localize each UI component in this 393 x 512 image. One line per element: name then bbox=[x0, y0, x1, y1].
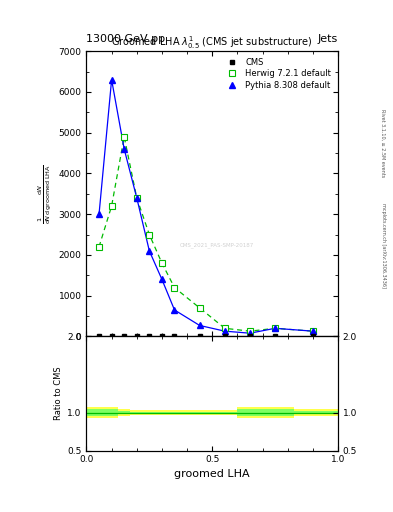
Herwig 7.2.1 default bbox=[172, 285, 177, 291]
Text: mcplots.cern.ch [arXiv:1306.3436]: mcplots.cern.ch [arXiv:1306.3436] bbox=[381, 203, 386, 288]
Herwig 7.2.1 default bbox=[122, 134, 127, 140]
Pythia 8.308 default bbox=[310, 328, 315, 334]
Legend: CMS, Herwig 7.2.1 default, Pythia 8.308 default: CMS, Herwig 7.2.1 default, Pythia 8.308 … bbox=[219, 55, 334, 92]
CMS bbox=[310, 333, 315, 339]
Text: CMS_2021_PAS-SMP-20187: CMS_2021_PAS-SMP-20187 bbox=[180, 242, 254, 248]
Text: Rivet 3.1.10, ≥ 2.5M events: Rivet 3.1.10, ≥ 2.5M events bbox=[381, 109, 386, 178]
Pythia 8.308 default bbox=[97, 211, 101, 217]
Herwig 7.2.1 default bbox=[147, 231, 152, 238]
Pythia 8.308 default bbox=[109, 77, 114, 83]
CMS bbox=[172, 333, 177, 339]
Pythia 8.308 default bbox=[134, 195, 139, 201]
Line: CMS: CMS bbox=[97, 334, 315, 338]
Pythia 8.308 default bbox=[197, 323, 202, 329]
Pythia 8.308 default bbox=[147, 248, 152, 254]
Herwig 7.2.1 default bbox=[310, 328, 315, 334]
Pythia 8.308 default bbox=[273, 325, 277, 331]
Pythia 8.308 default bbox=[160, 276, 164, 283]
CMS bbox=[197, 333, 202, 339]
CMS bbox=[273, 333, 277, 339]
Pythia 8.308 default bbox=[248, 330, 252, 336]
Text: Jets: Jets bbox=[318, 33, 338, 44]
CMS bbox=[147, 333, 152, 339]
CMS bbox=[134, 333, 139, 339]
Herwig 7.2.1 default bbox=[197, 305, 202, 311]
CMS bbox=[109, 333, 114, 339]
Herwig 7.2.1 default bbox=[109, 203, 114, 209]
Herwig 7.2.1 default bbox=[222, 325, 227, 331]
Text: 13000 GeV pp: 13000 GeV pp bbox=[86, 33, 165, 44]
Herwig 7.2.1 default bbox=[273, 325, 277, 331]
Line: Pythia 8.308 default: Pythia 8.308 default bbox=[96, 77, 316, 336]
Herwig 7.2.1 default bbox=[97, 244, 101, 250]
CMS bbox=[222, 333, 227, 339]
X-axis label: groomed LHA: groomed LHA bbox=[174, 468, 250, 479]
Herwig 7.2.1 default bbox=[160, 260, 164, 266]
Pythia 8.308 default bbox=[222, 328, 227, 334]
CMS bbox=[97, 333, 101, 339]
Herwig 7.2.1 default bbox=[134, 195, 139, 201]
Y-axis label: Ratio to CMS: Ratio to CMS bbox=[54, 367, 63, 420]
Title: Groomed LHA $\lambda^{1}_{0.5}$ (CMS jet substructure): Groomed LHA $\lambda^{1}_{0.5}$ (CMS jet… bbox=[112, 34, 313, 51]
Y-axis label: $\frac{1}{\mathrm{d}N}\frac{\mathrm{d}N}{\mathrm{d}\,\mathrm{groomed\ LHA}}$: $\frac{1}{\mathrm{d}N}\frac{\mathrm{d}N}… bbox=[37, 164, 55, 224]
CMS bbox=[122, 333, 127, 339]
CMS bbox=[248, 333, 252, 339]
Herwig 7.2.1 default bbox=[248, 328, 252, 334]
Line: Herwig 7.2.1 default: Herwig 7.2.1 default bbox=[96, 134, 316, 334]
CMS bbox=[160, 333, 164, 339]
Pythia 8.308 default bbox=[172, 307, 177, 313]
Pythia 8.308 default bbox=[122, 146, 127, 152]
